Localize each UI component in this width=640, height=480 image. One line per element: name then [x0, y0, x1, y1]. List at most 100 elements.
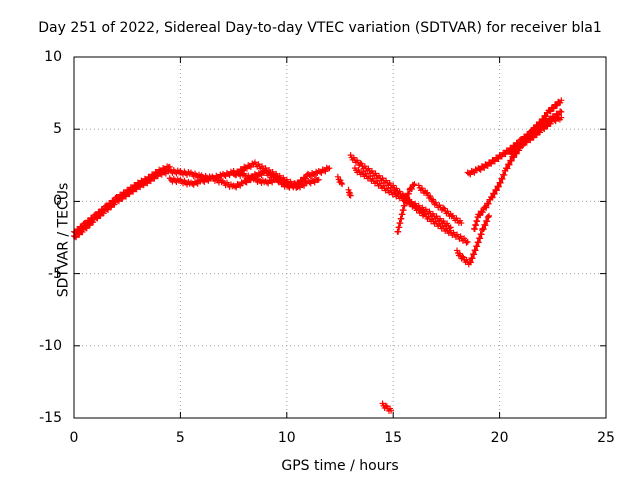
data-point — [126, 188, 133, 195]
data-point — [458, 220, 465, 227]
data-point — [504, 165, 511, 172]
data-point — [249, 174, 256, 181]
data-point — [530, 134, 537, 141]
data-point — [238, 166, 245, 173]
data-point — [151, 172, 158, 179]
data-point — [512, 147, 519, 154]
data-point — [315, 176, 322, 183]
data-point — [249, 160, 256, 167]
data-point — [194, 174, 201, 181]
data-point — [110, 198, 117, 205]
data-point — [406, 190, 413, 197]
data-point — [96, 209, 103, 216]
data-point — [357, 159, 364, 166]
data-point — [487, 160, 494, 167]
data-point — [523, 139, 530, 146]
data-point — [218, 179, 225, 186]
data-point — [105, 203, 112, 210]
data-point — [446, 225, 453, 232]
data-point — [540, 125, 547, 132]
data-point — [522, 138, 529, 145]
data-point — [82, 220, 89, 227]
y-tick-label: 0 — [53, 193, 62, 210]
data-point — [125, 187, 132, 194]
data-point — [326, 165, 333, 172]
data-point — [527, 137, 534, 144]
data-point — [495, 183, 502, 190]
data-point — [107, 200, 114, 207]
data-point — [89, 215, 96, 222]
data-point — [429, 196, 436, 203]
data-point — [410, 182, 417, 189]
data-point — [153, 169, 160, 176]
data-point — [558, 97, 565, 104]
data-point — [90, 216, 97, 223]
data-point — [491, 158, 498, 165]
y-tick-label: -10 — [39, 337, 62, 354]
data-point — [489, 194, 496, 201]
data-point — [296, 180, 303, 187]
data-point — [558, 114, 565, 121]
data-point — [166, 163, 173, 170]
data-point — [338, 179, 345, 186]
x-tick-label: 25 — [597, 430, 615, 446]
data-point — [118, 192, 125, 199]
data-point — [511, 147, 518, 154]
data-point — [485, 200, 492, 207]
data-point — [301, 175, 308, 182]
data-point — [483, 204, 490, 211]
data-point — [294, 183, 301, 190]
data-point — [245, 176, 252, 183]
data-point — [388, 407, 395, 414]
data-point — [173, 170, 180, 177]
data-point — [493, 187, 500, 194]
data-point — [427, 193, 434, 200]
data-point — [76, 227, 83, 234]
data-point — [491, 190, 498, 197]
data-point — [519, 141, 526, 148]
data-point — [99, 206, 106, 213]
data-point — [121, 189, 128, 196]
data-point — [83, 221, 90, 228]
data-point — [86, 218, 93, 225]
data-point — [501, 150, 508, 157]
data-point — [94, 212, 101, 219]
data-point — [111, 198, 118, 205]
data-point — [554, 111, 561, 118]
data-point — [232, 172, 239, 179]
data-point — [190, 173, 197, 180]
data-point — [242, 178, 249, 185]
data-point — [514, 144, 521, 151]
data-point — [97, 210, 104, 217]
data-point — [550, 105, 557, 112]
data-point — [497, 152, 504, 159]
data-point — [100, 207, 107, 214]
data-point — [544, 123, 551, 130]
data-point — [173, 179, 180, 186]
x-tick-label: 10 — [277, 430, 296, 446]
x-tick-label: 0 — [69, 430, 79, 446]
data-point — [132, 182, 139, 189]
data-point — [495, 155, 502, 162]
data-point — [119, 193, 126, 200]
data-point — [558, 108, 565, 115]
data-point — [506, 161, 513, 168]
data-point — [108, 201, 115, 208]
data-point — [78, 224, 85, 231]
data-point — [546, 120, 553, 127]
data-point — [477, 212, 484, 219]
data-point — [236, 169, 243, 176]
data-point — [498, 153, 505, 160]
data-point — [299, 178, 306, 185]
x-tick-label: 15 — [384, 430, 403, 446]
data-point — [347, 192, 354, 199]
data-point — [243, 179, 250, 186]
data-point — [150, 172, 157, 179]
data-point — [447, 224, 454, 231]
data-point — [488, 160, 495, 167]
data-point — [440, 204, 447, 211]
data-point — [411, 181, 418, 188]
data-point — [184, 171, 191, 178]
data-point — [231, 171, 238, 178]
